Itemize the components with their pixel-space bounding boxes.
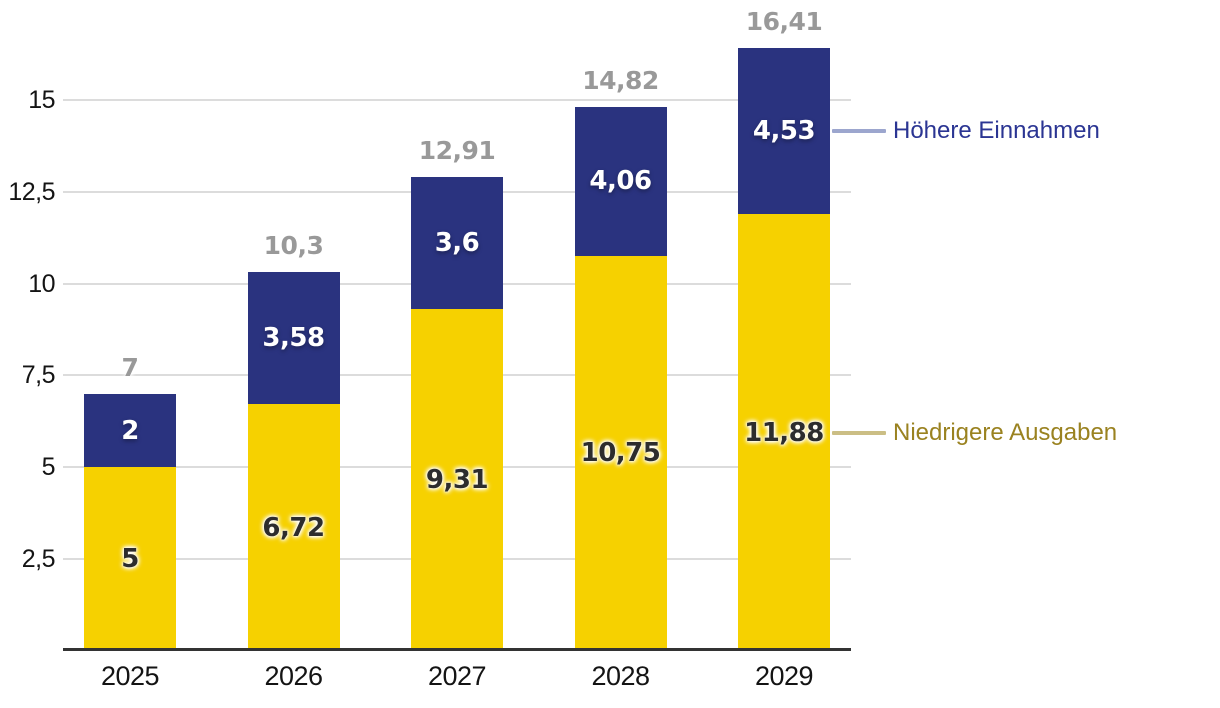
y-tick-label: 5 bbox=[41, 453, 56, 482]
bar-segment-hoehere-einnahmen bbox=[84, 393, 176, 468]
x-axis-label: 2029 bbox=[754, 661, 814, 691]
y-tick-label: 10 bbox=[28, 269, 55, 298]
gridline bbox=[63, 98, 851, 101]
total-value-label: 12,91 bbox=[418, 135, 496, 165]
bar-segment-niedrigere-ausgaben bbox=[411, 308, 503, 651]
y-tick-label: 2,5 bbox=[21, 545, 56, 574]
segment-value-label: 6,72 bbox=[262, 512, 325, 543]
segment-value-label: 9,31 bbox=[425, 464, 489, 495]
legend-label-hoehere-einnahmen: Höhere Einnahmen bbox=[893, 117, 1100, 145]
segment-value-label: 3,58 bbox=[262, 323, 325, 354]
segment-value-label: 2 bbox=[121, 415, 139, 446]
segment-value-label: 4,06 bbox=[589, 166, 652, 197]
bar-segment-niedrigere-ausgaben bbox=[738, 214, 830, 651]
total-value-label: 10,3 bbox=[263, 231, 324, 261]
x-axis-line bbox=[63, 648, 851, 651]
x-axis-label: 2027 bbox=[427, 661, 487, 691]
bar-segment-hoehere-einnahmen bbox=[411, 176, 503, 309]
bar-segment-niedrigere-ausgaben bbox=[574, 255, 667, 651]
segment-value-label: 3,6 bbox=[434, 227, 480, 258]
bar-segment-hoehere-einnahmen bbox=[247, 272, 340, 405]
x-axis-label: 2025 bbox=[100, 661, 160, 691]
total-value-label: 16,41 bbox=[745, 6, 823, 36]
legend-connector-niedrigere-ausgaben bbox=[832, 430, 886, 435]
total-value-label: 7 bbox=[121, 352, 139, 382]
segment-value-label: 11,88 bbox=[744, 417, 824, 448]
x-axis-label: 2028 bbox=[591, 661, 650, 691]
segment-value-label: 10,75 bbox=[580, 438, 661, 469]
bar-segment-hoehere-einnahmen bbox=[574, 106, 667, 256]
bar-segment-hoehere-einnahmen bbox=[738, 47, 830, 215]
legend-connector-hoehere-einnahmen bbox=[832, 129, 886, 134]
x-axis-label: 2026 bbox=[264, 661, 323, 691]
total-value-label: 14,82 bbox=[582, 65, 659, 95]
legend-label-niedrigere-ausgaben: Niedrigere Ausgaben bbox=[893, 418, 1118, 446]
y-tick-label: 15 bbox=[28, 85, 55, 114]
y-tick-label: 7,5 bbox=[21, 361, 56, 390]
bar-segment-niedrigere-ausgaben bbox=[84, 467, 176, 651]
bar-segment-niedrigere-ausgaben bbox=[247, 404, 340, 651]
segment-value-label: 5 bbox=[121, 544, 139, 575]
y-tick-label: 12,5 bbox=[8, 177, 55, 206]
segment-value-label: 4,53 bbox=[752, 116, 816, 147]
